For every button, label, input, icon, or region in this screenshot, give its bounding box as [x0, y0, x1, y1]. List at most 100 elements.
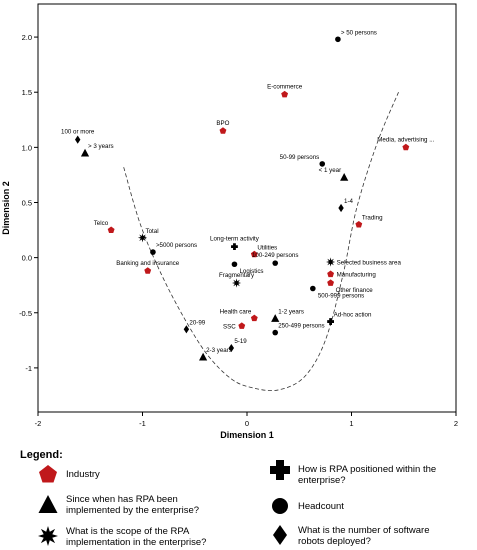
pentagon-marker	[144, 267, 152, 274]
pentagon-marker	[281, 90, 289, 98]
point-label: Telco	[94, 220, 109, 227]
x-tick-label: -1	[139, 419, 146, 428]
legend-item-headcount: Headcount	[270, 496, 470, 516]
point-label: Ad-hoc action	[334, 312, 372, 319]
points-layer: E-commerce BPO Media, advertising ... Telco…	[61, 29, 435, 361]
circle-marker	[272, 260, 279, 266]
point-label: BPO	[216, 120, 229, 127]
point-label: E-commerce	[267, 83, 303, 90]
point-label: >5000 persons	[156, 242, 197, 249]
star-marker	[326, 257, 336, 267]
diamond-icon	[273, 525, 287, 545]
circle-icon	[272, 498, 288, 514]
circle-marker	[231, 261, 238, 268]
dashed-curve	[123, 92, 399, 392]
pentagon-marker	[327, 279, 335, 286]
y-tick-label: 0.0	[22, 254, 32, 263]
point-label: SSC	[223, 323, 236, 330]
x-axis-label: Dimension 1	[220, 430, 274, 440]
point-label: Total	[146, 228, 159, 235]
point-label: Media, advertising ...	[377, 136, 434, 143]
pentagon-marker	[219, 127, 227, 134]
axes-layer: -2 -1 0 1 2 -1 -0.5 0.0 0.5 1.0 1.5 2.0	[19, 33, 458, 428]
pentagon-marker	[250, 250, 258, 258]
point-label: Utilities	[257, 244, 277, 251]
star-marker	[231, 278, 242, 288]
pentagon-marker	[327, 270, 335, 278]
circle-marker	[335, 36, 341, 43]
point-label: 2-3 years	[206, 347, 232, 354]
star-icon	[38, 526, 58, 546]
diamond-marker	[228, 343, 235, 353]
triangle-marker	[80, 148, 90, 157]
y-axis-label: Dimension 2	[1, 181, 11, 235]
circle-marker	[272, 329, 279, 336]
point-label: Other finance	[336, 287, 374, 294]
diamond-marker	[183, 325, 190, 334]
y-tick-label: 2.0	[22, 33, 32, 42]
circle-marker	[310, 285, 316, 292]
point-label: < 1 year	[319, 167, 342, 174]
point-label: 20-99	[189, 319, 205, 326]
triangle-icon	[38, 495, 58, 513]
pentagon-icon	[39, 465, 57, 483]
point-label: 100 or more	[61, 129, 95, 136]
legend-item-robots: What is the number of software robots de…	[270, 525, 470, 547]
legend-title: Legend:	[20, 449, 63, 461]
legend-label: Since when has RPA been implemented by t…	[66, 494, 200, 516]
point-label: > 50 persons	[341, 29, 377, 36]
pentagon-marker	[238, 322, 246, 329]
legend-item-industry: Industry	[38, 464, 238, 484]
triangle-marker	[271, 314, 280, 322]
point-label: Health care	[220, 308, 252, 315]
legend-item-positioning: How is RPA positioned within the enterpr…	[270, 460, 470, 486]
x-tick-label: 1	[349, 419, 353, 428]
triangle-marker	[199, 352, 208, 361]
point-label: > 3 years	[88, 143, 114, 150]
legend-label: What is the scope of the RPA implementat…	[66, 526, 207, 548]
point-label: 250-499 persons	[278, 323, 324, 330]
legend-label: Industry	[66, 469, 100, 480]
point-label: Selected business area	[337, 260, 402, 267]
y-tick-label: -0.5	[19, 309, 32, 318]
point-label: 1-2 years	[278, 308, 304, 315]
pentagon-marker	[250, 314, 258, 322]
x-tick-label: 2	[454, 419, 458, 428]
point-label: 100-249 persons	[252, 252, 298, 259]
triangle-marker	[340, 173, 349, 181]
diamond-marker	[338, 203, 344, 213]
legend-item-scope: What is the scope of the RPA implementat…	[38, 526, 238, 548]
point-label: Fragmentary	[219, 272, 255, 279]
cross-icon	[270, 460, 290, 480]
y-tick-label: 0.5	[22, 198, 32, 207]
x-tick-label: -2	[35, 419, 42, 428]
circle-marker	[319, 161, 326, 167]
legend-item-implementation-time: Since when has RPA been implemented by t…	[38, 494, 238, 516]
point-label: Long-term activity	[210, 236, 260, 243]
pentagon-marker	[402, 143, 410, 151]
pentagon-marker	[355, 220, 363, 228]
star-marker	[137, 233, 148, 243]
point-label: Manufacturing	[337, 272, 377, 279]
y-tick-label: 1.0	[22, 143, 32, 152]
y-tick-label: 1.5	[22, 88, 32, 97]
curve-layer	[123, 92, 399, 392]
point-label: 50-99 persons	[280, 154, 320, 161]
plot-frame	[37, 3, 457, 413]
cross-marker	[327, 318, 334, 325]
legend-label: How is RPA positioned within the enterpr…	[298, 464, 437, 486]
scatter-chart: -2 -1 0 1 2 -1 -0.5 0.0 0.5 1.0 1.5 2.0 E-commerce B…	[1, 3, 458, 440]
diamond-marker	[75, 135, 81, 144]
x-tick-label: 0	[245, 419, 249, 428]
point-label: Logistics	[239, 268, 263, 275]
point-label: 500-999 persons	[318, 292, 364, 299]
point-label: Trading	[362, 215, 383, 222]
cross-marker	[231, 243, 238, 250]
point-label: 1-4	[344, 198, 354, 205]
point-label: Banking and insurance	[116, 260, 180, 267]
circle-marker	[150, 249, 156, 255]
legend-label: What is the number of software robots de…	[298, 525, 430, 547]
pentagon-marker	[107, 226, 115, 233]
y-tick-label: -1	[25, 364, 32, 373]
legend-label: Headcount	[298, 501, 344, 512]
